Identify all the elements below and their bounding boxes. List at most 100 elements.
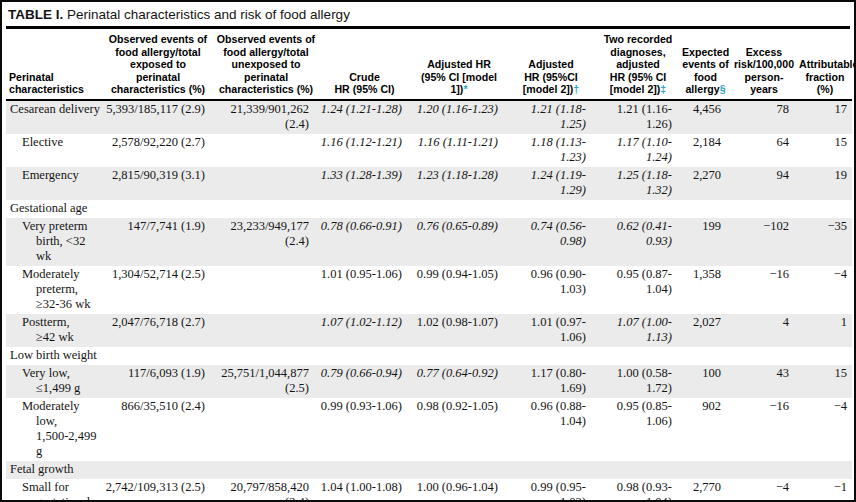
row-label: Small for gestational age (6, 479, 102, 502)
table-row: Cesarean delivery5,393/185,117 (2.9)21,3… (6, 100, 852, 134)
column-header-attributable-fraction: Attributable fraction (%) (798, 29, 852, 100)
cell-crude-hr: 1.33 (1.28-1.39) (318, 167, 411, 200)
cell-observed-events-exposed: 5,393/185,117 (2.9) (102, 100, 214, 134)
cell-expected-events: 4,456 (681, 100, 730, 134)
cell-adjusted-hr-model2: 0.96 (0.90-1.03) (507, 266, 595, 314)
column-header-text: Observed events of food allergy/total un… (217, 33, 315, 95)
column-header-perinatal-characteristics: Perinatal characteristics (6, 29, 102, 100)
cell-adjusted-hr-model2: 1.17 (0.80-1.69) (507, 365, 595, 398)
cell-expected-events: 2,770 (681, 479, 730, 502)
footnote-marker: * (463, 83, 467, 95)
cell-crude-hr: 0.99 (0.93-1.06) (318, 398, 411, 461)
row-label: Moderately low, 1,500-2,499 g (6, 398, 102, 461)
table-row: Elective2,578/92,220 (2.7) 1.16 (1.12-1.2… (6, 134, 852, 167)
footnote-marker: ‡ (660, 83, 666, 95)
cell-expected-events: 2,270 (681, 167, 730, 200)
section-label: Gestational age (6, 200, 852, 218)
cell-observed-events-unexposed (214, 314, 318, 347)
cell-observed-events-unexposed (214, 398, 318, 461)
cell-observed-events-exposed: 147/7,741 (1.9) (102, 218, 214, 266)
cell-attributable-fraction: −1 (798, 479, 852, 502)
cell-observed-events-unexposed: 25,751/1,044,877 (2.5) (214, 365, 318, 398)
column-header-text: Perinatal characteristics (9, 71, 84, 96)
cell-two-recorded-diagnoses-adjusted-hr-model2: 0.98 (0.93-1.04) (595, 479, 681, 502)
cell-excess-risk: 4 (730, 314, 798, 347)
column-header-observed-events-exposed: Observed events of food allergy/total ex… (102, 29, 214, 100)
paper-table-figure: TABLE I. Perinatal characteristics and r… (0, 0, 856, 502)
cell-adjusted-hr-model1: 1.16 (1.11-1.21) (411, 134, 507, 167)
cell-two-recorded-diagnoses-adjusted-hr-model2: 0.95 (0.87-1.04) (595, 266, 681, 314)
footnote-marker: † (573, 83, 579, 95)
column-header-text: Observed events of food allergy/total ex… (109, 33, 207, 95)
cell-observed-events-exposed: 2,047/76,718 (2.7) (102, 314, 214, 347)
cell-two-recorded-diagnoses-adjusted-hr-model2: 1.17 (1.10-1.24) (595, 134, 681, 167)
table-row: Very preterm birth, <32 wk147/7,741 (1.9… (6, 218, 852, 266)
cell-attributable-fraction: −4 (798, 398, 852, 461)
cell-crude-hr: 1.16 (1.12-1.21) (318, 134, 411, 167)
perinatal-characteristics-table: Perinatal characteristics Observed events… (6, 29, 852, 502)
cell-crude-hr: 0.79 (0.66-0.94) (318, 365, 411, 398)
row-label: Cesarean delivery (6, 100, 102, 134)
table-row: Postterm, ≥42 wk2,047/76,718 (2.7) 1.07 (… (6, 314, 852, 347)
cell-expected-events: 2,184 (681, 134, 730, 167)
table-title: TABLE I. Perinatal characteristics and r… (6, 3, 850, 29)
cell-two-recorded-diagnoses-adjusted-hr-model2: 1.07 (1.00-1.13) (595, 314, 681, 347)
cell-expected-events: 2,027 (681, 314, 730, 347)
cell-attributable-fraction: 15 (798, 134, 852, 167)
cell-observed-events-unexposed: 21,339/901,262 (2.4) (214, 100, 318, 134)
cell-crude-hr: 1.24 (1.21-1.28) (318, 100, 411, 134)
row-label: Very preterm birth, <32 wk (6, 218, 102, 266)
table-row: Moderately preterm, ≥32-36 wk1,304/52,71… (6, 266, 852, 314)
row-label: Postterm, ≥42 wk (6, 314, 102, 347)
table-caption: Perinatal characteristics and risk of fo… (63, 7, 350, 22)
column-header-observed-events-unexposed: Observed events of food allergy/total un… (214, 29, 318, 100)
row-label: Elective (6, 134, 102, 167)
cell-excess-risk: −16 (730, 398, 798, 461)
column-header-text: Adjusted HR (95%CI [model 2]) (523, 58, 578, 95)
cell-excess-risk: 94 (730, 167, 798, 200)
cell-adjusted-hr-model2: 0.74 (0.56-0.98) (507, 218, 595, 266)
cell-crude-hr: 1.01 (0.95-1.06) (318, 266, 411, 314)
cell-excess-risk: 64 (730, 134, 798, 167)
cell-adjusted-hr-model2: 0.99 (0.95-1.03) (507, 479, 595, 502)
cell-attributable-fraction: 15 (798, 365, 852, 398)
cell-crude-hr: 0.78 (0.66-0.91) (318, 218, 411, 266)
column-header-adjusted-hr-model2: Adjusted HR (95%CI [model 2])† (507, 29, 595, 100)
column-header-text: Excess risk/100,000 person- years (734, 46, 794, 96)
table-row: Emergency2,815/90,319 (3.1)1.33 (1.28-1.… (6, 167, 852, 200)
cell-adjusted-hr-model1: 0.98 (0.92-1.05) (411, 398, 507, 461)
cell-adjusted-hr-model1: 0.77 (0.64-0.92) (411, 365, 507, 398)
cell-expected-events: 902 (681, 398, 730, 461)
row-label: Very low, ≤1,499 g (6, 365, 102, 398)
cell-adjusted-hr-model1: 1.00 (0.96-1.04) (411, 479, 507, 502)
column-header-adjusted-hr-model1: Adjusted HR (95% CI [model 1])* (411, 29, 507, 100)
column-header-expected-events: Expected events of food allergy§ (681, 29, 730, 100)
cell-two-recorded-diagnoses-adjusted-hr-model2: 1.25 (1.18-1.32) (595, 167, 681, 200)
row-label: Emergency (6, 167, 102, 200)
cell-observed-events-unexposed (214, 167, 318, 200)
footnote-marker: § (720, 83, 726, 95)
cell-two-recorded-diagnoses-adjusted-hr-model2: 1.00 (0.58-1.72) (595, 365, 681, 398)
cell-attributable-fraction: 19 (798, 167, 852, 200)
cell-excess-risk: −4 (730, 479, 798, 502)
cell-excess-risk: −16 (730, 266, 798, 314)
header-row: Perinatal characteristics Observed events… (6, 29, 852, 100)
table-row: Very low, ≤1,499 g117/6,093 (1.9)25,751/… (6, 365, 852, 398)
cell-attributable-fraction: 1 (798, 314, 852, 347)
cell-two-recorded-diagnoses-adjusted-hr-model2: 0.95 (0.85-1.06) (595, 398, 681, 461)
section-label: Low birth weight (6, 347, 852, 365)
cell-adjusted-hr-model1: 1.23 (1.18-1.28) (411, 167, 507, 200)
cell-adjusted-hr-model2: 1.18 (1.13-1.23) (507, 134, 595, 167)
cell-observed-events-exposed: 2,578/92,220 (2.7) (102, 134, 214, 167)
section-label: Fetal growth (6, 461, 852, 479)
column-header-excess-risk: Excess risk/100,000 person- years (730, 29, 798, 100)
cell-crude-hr: 1.04 (1.00-1.08) (318, 479, 411, 502)
cell-adjusted-hr-model1: 0.76 (0.65-0.89) (411, 218, 507, 266)
cell-adjusted-hr-model1: 1.02 (0.98-1.07) (411, 314, 507, 347)
cell-observed-events-exposed: 117/6,093 (1.9) (102, 365, 214, 398)
cell-crude-hr: 1.07 (1.02-1.12) (318, 314, 411, 347)
table-row: Small for gestational age2,742/109,313 (… (6, 479, 852, 502)
cell-adjusted-hr-model2: 0.96 (0.88-1.04) (507, 398, 595, 461)
cell-expected-events: 1,358 (681, 266, 730, 314)
row-label: Moderately preterm, ≥32-36 wk (6, 266, 102, 314)
